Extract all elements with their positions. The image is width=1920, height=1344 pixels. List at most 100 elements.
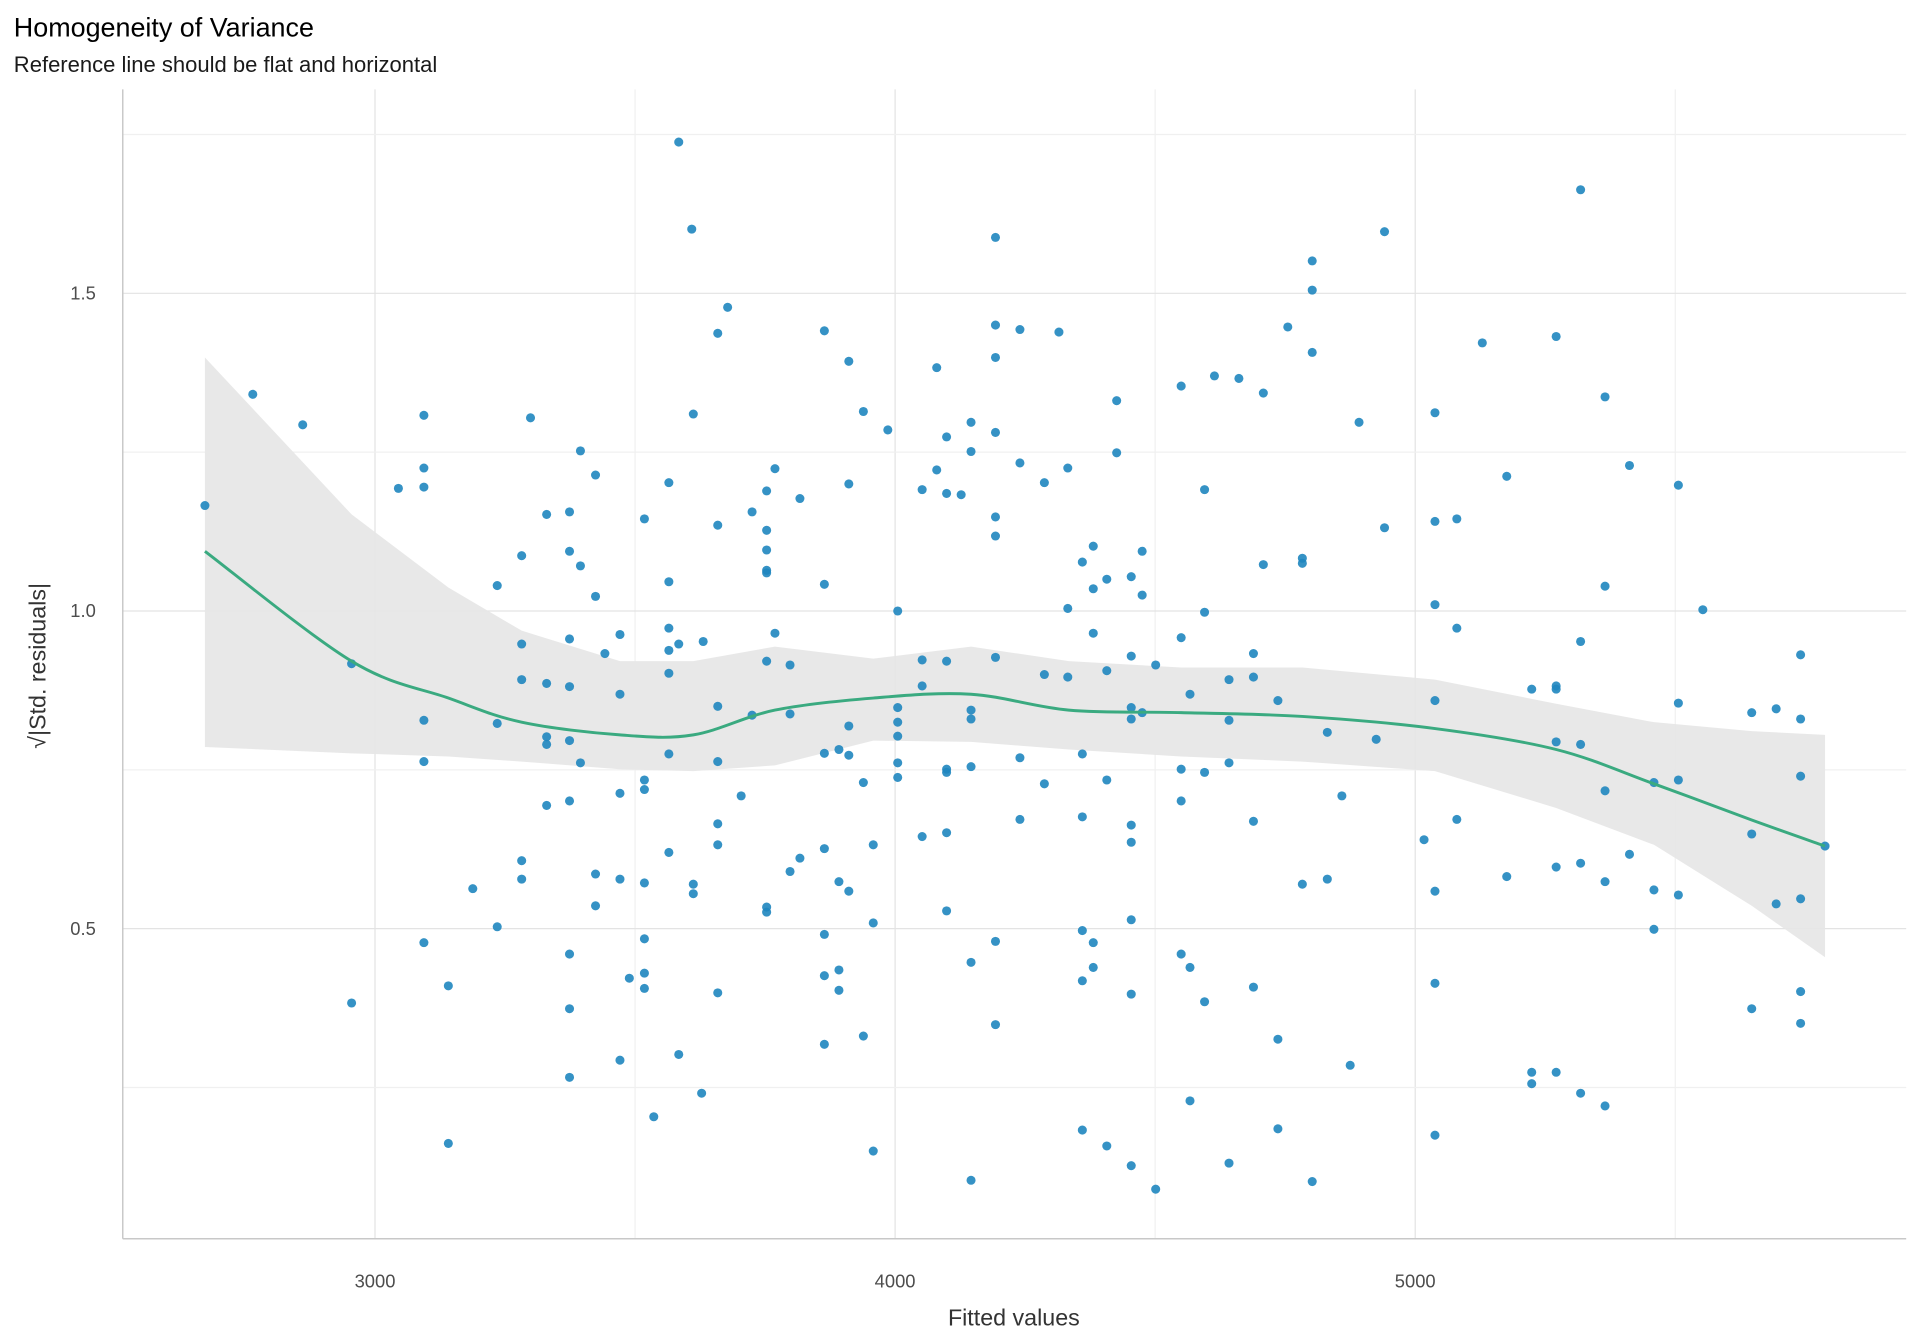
data-point — [844, 886, 854, 896]
data-point — [1600, 877, 1610, 887]
data-point — [517, 675, 527, 685]
data-point — [1248, 982, 1258, 992]
data-point — [1502, 872, 1512, 882]
data-point — [1337, 791, 1347, 801]
data-point — [664, 577, 674, 587]
data-point — [1796, 987, 1806, 997]
data-point — [468, 884, 478, 894]
data-point — [419, 938, 429, 948]
data-point — [698, 636, 708, 647]
data-point — [1379, 523, 1390, 533]
data-point — [1345, 1060, 1355, 1070]
data-point — [917, 655, 927, 665]
data-point — [639, 784, 649, 795]
data-point — [966, 705, 976, 715]
data-point — [834, 985, 844, 995]
data-point — [639, 514, 649, 524]
data-point — [639, 983, 649, 993]
gridlines — [122, 89, 1907, 1239]
data-point — [564, 546, 575, 556]
data-point — [575, 561, 585, 571]
data-point — [883, 425, 893, 435]
data-point — [966, 417, 976, 427]
data-point — [564, 736, 575, 746]
data-point — [1430, 600, 1440, 610]
data-point — [1551, 737, 1561, 747]
data-point — [966, 762, 976, 772]
data-point — [1297, 879, 1307, 889]
data-point — [600, 649, 610, 659]
data-point — [564, 682, 575, 692]
data-point — [674, 639, 684, 649]
data-point — [492, 922, 502, 932]
data-point — [990, 1020, 1001, 1030]
data-point — [932, 465, 942, 475]
data-point — [990, 232, 1001, 242]
data-point — [1452, 514, 1462, 524]
data-point — [664, 478, 674, 488]
data-point — [1322, 727, 1332, 737]
data-point — [942, 488, 952, 498]
data-point — [590, 470, 601, 480]
data-point — [674, 137, 684, 147]
x-tick-label: 4000 — [875, 1271, 916, 1292]
data-point — [639, 775, 649, 785]
data-point — [819, 929, 829, 939]
data-point — [1209, 371, 1219, 381]
data-point — [1796, 771, 1806, 781]
data-point — [966, 957, 976, 967]
data-point — [1088, 541, 1098, 551]
data-point — [713, 701, 723, 711]
data-point — [1771, 704, 1781, 714]
data-point — [1185, 962, 1195, 972]
data-point — [542, 800, 552, 810]
data-point — [819, 844, 829, 854]
data-point — [1430, 1130, 1440, 1140]
data-point — [1354, 417, 1364, 427]
data-point — [942, 767, 952, 777]
data-point — [1112, 448, 1122, 458]
data-point — [564, 507, 575, 517]
data-point — [1248, 672, 1258, 682]
data-point — [893, 731, 903, 741]
data-point — [1673, 890, 1683, 900]
data-point — [956, 490, 966, 500]
data-point — [795, 494, 805, 504]
data-point — [1600, 581, 1610, 591]
data-point — [664, 623, 674, 633]
data-point — [1673, 775, 1683, 785]
data-point — [1102, 775, 1112, 785]
data-point — [1137, 590, 1147, 600]
data-point — [1102, 1141, 1112, 1151]
data-point — [1283, 322, 1293, 332]
data-point — [1430, 696, 1440, 706]
data-point — [1126, 572, 1136, 582]
data-point — [615, 1055, 625, 1065]
data-point — [1039, 478, 1049, 488]
data-point — [1452, 623, 1462, 633]
data-point — [443, 1138, 453, 1148]
data-point — [844, 721, 854, 731]
data-point — [1273, 1034, 1283, 1044]
data-point — [1673, 698, 1683, 708]
data-point — [1419, 835, 1429, 845]
data-point — [590, 901, 601, 911]
data-point — [1551, 684, 1561, 694]
data-point — [664, 749, 674, 759]
data-point — [1126, 651, 1136, 661]
data-point — [590, 591, 601, 601]
data-point — [564, 796, 575, 806]
data-point — [664, 645, 674, 655]
data-point — [1224, 1158, 1234, 1168]
data-point — [1379, 227, 1390, 237]
data-point — [564, 634, 575, 644]
data-point — [688, 889, 698, 899]
data-point — [200, 500, 210, 511]
data-point — [893, 717, 903, 727]
data-point — [1297, 558, 1307, 568]
data-point — [1102, 574, 1112, 584]
data-point — [990, 652, 1001, 662]
data-point — [858, 1031, 868, 1041]
data-point — [419, 757, 429, 767]
data-point — [1796, 650, 1806, 660]
